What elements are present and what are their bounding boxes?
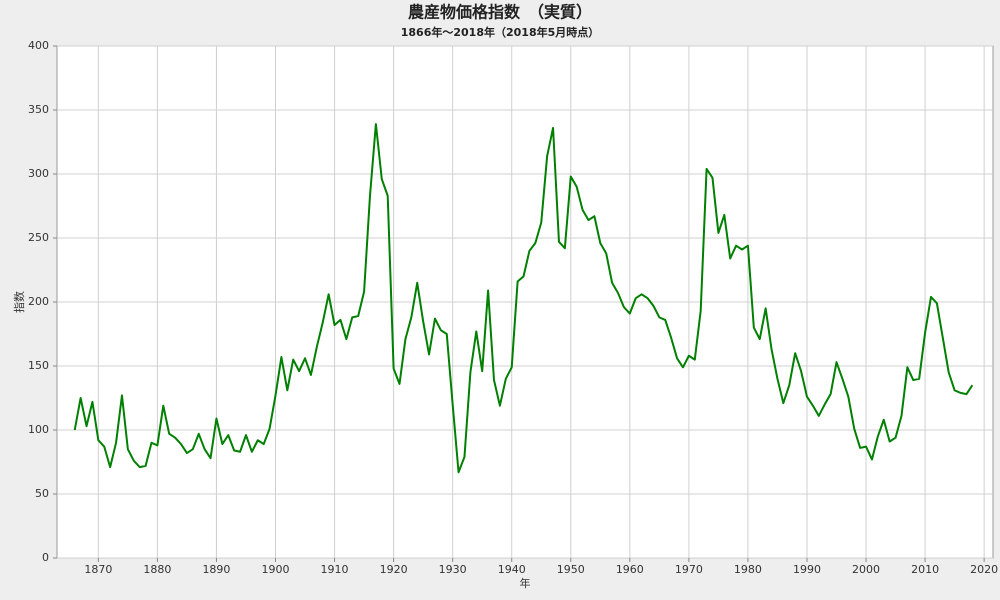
x-tick-label: 1990 [793,563,821,576]
x-tick-label: 1950 [557,563,585,576]
y-axis-label: 指数 [12,291,26,313]
x-tick-label: 1890 [202,563,230,576]
x-tick-label: 1930 [439,563,467,576]
y-tick-label: 300 [28,167,49,180]
x-tick-label: 1980 [734,563,762,576]
line-series [73,123,974,474]
y-tick-label: 200 [28,295,49,308]
x-tick-label: 2020 [970,563,998,576]
y-tick-label: 350 [28,103,49,116]
x-tick-label: 1900 [261,563,289,576]
y-tick-label: 100 [28,423,49,436]
x-tick-label: 1920 [380,563,408,576]
y-tick-label: 0 [42,551,49,564]
y-tick-label: 50 [35,487,49,500]
y-tick-label: 400 [28,39,49,52]
chart-subtitle: 1866年～2018年（2018年5月時点） [401,25,600,39]
x-tick-label: 1910 [321,563,349,576]
y-tick-label: 150 [28,359,49,372]
chart-title: 農産物価格指数 （実質） [408,3,592,22]
x-tick-label: 1870 [84,563,112,576]
x-tick-label: 2000 [852,563,880,576]
x-axis-label: 年 [520,576,531,590]
x-tick-label: 2010 [911,563,939,576]
x-tick-label: 1970 [675,563,703,576]
x-tick-label: 1880 [143,563,171,576]
y-tick-label: 250 [28,231,49,244]
x-tick-label: 1960 [616,563,644,576]
x-tick-label: 1940 [498,563,526,576]
